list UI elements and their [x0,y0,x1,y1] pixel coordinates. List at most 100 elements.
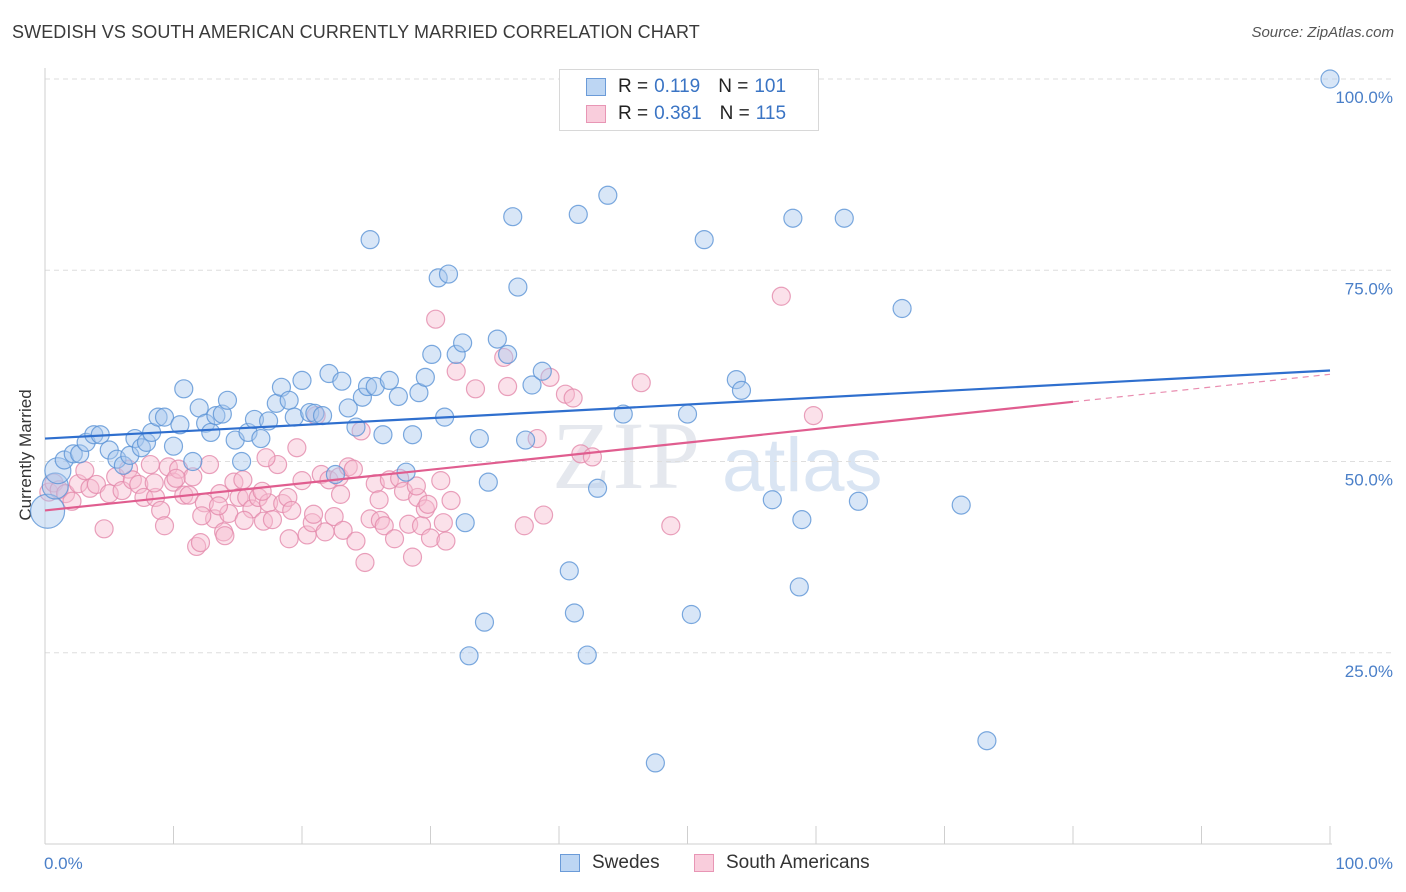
south-americans-point [771,286,791,306]
south-americans-point [563,388,583,408]
swedes-point [834,208,854,228]
legend-n-label: N = [719,103,750,124]
swedes-point [681,604,701,625]
swedes-point [498,344,518,364]
swedes-point [613,404,633,424]
y-tick-label: 100.0% [1335,88,1393,107]
swedes-point [217,390,238,410]
south-americans-point [208,496,229,516]
swedes-point [731,380,752,400]
swedes-point [503,207,523,227]
swedes-point [474,612,495,632]
stats-legend: R = 0.119 N = 101 R = 0.381 N = 115 [559,69,819,131]
swedes-point [951,495,971,515]
legend-r-label: R = [618,103,649,124]
swedes-point [568,204,588,225]
south-americans-point [242,499,262,519]
south-americans-point [441,490,461,511]
swedes-point [170,415,190,435]
swedes-point [352,387,372,407]
source-label[interactable]: Source: ZipAtlas.com [1251,24,1394,41]
south-americans-point [252,481,272,501]
swedes-point [469,428,489,449]
legend-n-label: N = [718,76,749,97]
swedes-point [292,370,312,391]
south-americans-point [282,500,302,521]
south-americans-point [287,438,307,458]
south-americans-point [333,520,353,540]
south-americans-trend-extension [1072,373,1331,403]
south-americans-point [803,406,824,426]
x-tick-label: 100.0% [1335,854,1393,873]
south-americans-point [498,376,518,397]
south-americans-point [514,516,534,536]
swedes-point [1320,69,1340,89]
swedes-point [726,370,746,390]
swedes-point [131,438,151,458]
swedes-point [694,230,714,250]
legend-swatch-swedes [586,78,606,96]
south-americans-point [402,547,423,567]
swedes-point [455,513,475,533]
bottom-legend-south-americans[interactable]: South Americans [694,852,870,874]
legend-r-label: R = [618,76,649,97]
south-americans-point [134,487,154,508]
swedes-point [201,422,221,443]
swedes-point [183,451,203,472]
south-americans-point [370,510,390,531]
swedes-point [312,406,333,426]
swedes-point [251,428,271,449]
swedes-point [478,472,498,492]
south-americans-point [426,309,446,329]
swedes-point [762,490,782,510]
legend-row-swedes: R = 0.119 N = 101 [586,75,804,99]
south-americans-point [234,510,254,531]
watermark-zip: ZIP [552,402,702,509]
bottom-legend-label-south-americans: South Americans [726,852,870,873]
swedes-point [792,510,812,530]
swedes-point [360,230,380,250]
swedes-point [515,430,536,450]
south-americans-point [582,447,603,467]
south-americans-point [446,361,466,381]
swedes-point [783,208,803,228]
south-americans-point [215,526,235,546]
bottom-legend-swedes[interactable]: Swedes [560,852,660,874]
south-americans-point [192,506,212,526]
swedes-point [379,370,399,391]
south-americans-point [343,459,363,479]
swedes-point [163,436,184,456]
legend-r-value: 0.119 [654,76,701,97]
swedes-point [977,731,997,751]
swedes-point [559,561,579,581]
south-americans-point [393,481,414,501]
legend-n-value: 101 [754,76,787,97]
south-americans-point [303,504,324,524]
swedes-point [113,455,133,475]
south-americans-point [154,516,175,536]
legend-swatch-south-americans [586,105,606,123]
south-americans-point [292,471,312,491]
south-americans-point [533,505,554,525]
south-americans-point [355,552,375,573]
south-americans-point [140,454,160,475]
south-americans-point [346,531,366,551]
south-americans-point [166,468,186,488]
swedes-point [598,185,618,205]
swedes-point [174,379,194,399]
south-americans-point [384,529,405,549]
south-americans-point [187,536,207,557]
swedes-point [232,451,252,472]
swedes-point [279,390,299,410]
swedes-point [577,645,597,665]
swedes-point [587,478,608,498]
x-tick-label: 0.0% [44,854,83,873]
swedes-point [789,577,809,597]
swedes-point [508,277,528,297]
swedes-point [848,491,869,511]
swedes-point [415,367,435,387]
swedes-point [206,406,226,426]
swedes-point [446,344,466,364]
bottom-legend-label-swedes: Swedes [592,852,660,873]
south-americans-point [262,510,283,530]
